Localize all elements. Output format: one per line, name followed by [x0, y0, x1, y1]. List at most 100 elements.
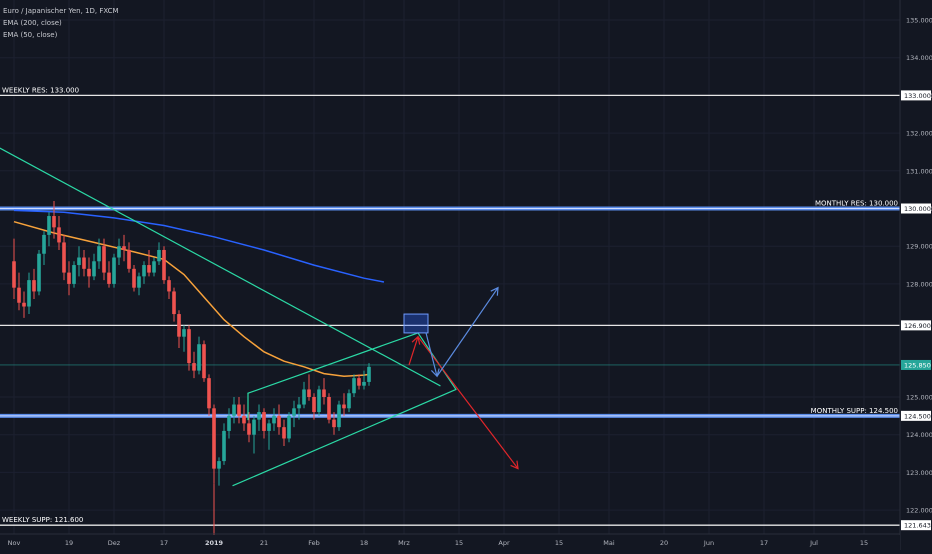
candle[interactable] [317, 385, 321, 416]
support-resistance-levels[interactable]: WEEKLY RES: 133.000 MONTHLY RES: 130.000 M… [0, 86, 900, 526]
candle[interactable] [92, 253, 96, 281]
candle[interactable] [197, 336, 201, 375]
candle[interactable] [112, 253, 116, 288]
candle[interactable] [32, 268, 36, 299]
candle[interactable] [137, 272, 141, 296]
candle[interactable] [362, 370, 366, 390]
candle[interactable] [282, 419, 286, 447]
ema200-line[interactable] [13, 209, 385, 283]
candle[interactable] [277, 404, 281, 435]
candle[interactable] [87, 257, 91, 288]
candle[interactable] [337, 400, 341, 431]
candle-body [152, 261, 156, 273]
descending-trendline[interactable] [0, 147, 441, 387]
candle[interactable] [67, 261, 71, 296]
candle[interactable] [22, 291, 26, 318]
legend-symbol[interactable]: Euro / Japanischer Yen, 1D, FXCM [3, 7, 119, 15]
candle[interactable] [127, 242, 131, 273]
candle[interactable] [267, 419, 271, 450]
candle[interactable] [177, 310, 181, 348]
candle[interactable] [47, 212, 51, 247]
candle[interactable] [302, 381, 306, 409]
candle[interactable] [142, 261, 146, 284]
candle[interactable] [72, 261, 76, 288]
candle[interactable] [167, 276, 171, 299]
candle[interactable] [307, 374, 311, 401]
candle[interactable] [212, 404, 216, 484]
triangle-lower-line[interactable] [232, 388, 457, 487]
candle[interactable] [217, 457, 221, 486]
candle[interactable] [152, 257, 156, 277]
candle[interactable] [57, 216, 61, 250]
candle[interactable] [262, 408, 266, 439]
candle[interactable] [82, 249, 86, 277]
candle-body [252, 419, 256, 435]
candle[interactable] [147, 249, 151, 277]
candle-body [72, 265, 76, 284]
candle[interactable] [207, 374, 211, 416]
candle[interactable] [272, 408, 276, 431]
candle-body [357, 378, 361, 386]
candles[interactable] [12, 200, 371, 536]
last-price-badge[interactable] [901, 359, 931, 370]
candle[interactable] [27, 272, 31, 315]
ema50-line[interactable] [13, 220, 370, 378]
candle[interactable] [187, 325, 191, 371]
projection-down-red[interactable] [417, 336, 519, 470]
projection-breakout-blue[interactable] [436, 286, 499, 377]
candle[interactable] [297, 397, 301, 420]
target-box[interactable] [403, 313, 429, 334]
candle[interactable] [52, 200, 56, 239]
candle-body [162, 249, 166, 281]
candle[interactable] [342, 393, 346, 416]
candle[interactable] [117, 238, 121, 266]
candle[interactable] [367, 363, 371, 386]
drawings[interactable] [0, 147, 519, 487]
candle[interactable] [17, 272, 21, 311]
price-axis[interactable]: 122.000 123.000 124.000 125.000 128.000 129.0… [899, 0, 932, 550]
candle[interactable] [332, 412, 336, 435]
candle[interactable] [347, 389, 351, 413]
candle[interactable] [327, 393, 331, 424]
candle[interactable] [242, 404, 246, 431]
candle[interactable] [102, 238, 106, 281]
candle[interactable] [352, 374, 356, 397]
candle[interactable] [252, 415, 256, 454]
candle[interactable] [172, 287, 176, 322]
candle[interactable] [62, 234, 66, 281]
candle[interactable] [192, 351, 196, 379]
legend-ema200[interactable]: EMA (200, close) [3, 19, 62, 27]
candle[interactable] [97, 238, 101, 269]
time-axis[interactable]: Nov 19 Dez 17 2019 21 Feb 18 Mrz 15 Apr 15 Mai 20 Jun 1… [0, 533, 900, 551]
candle[interactable] [257, 404, 261, 431]
candle[interactable] [312, 393, 316, 420]
candle[interactable] [12, 238, 16, 299]
candle[interactable] [132, 265, 136, 292]
candle[interactable] [77, 246, 81, 277]
candle[interactable] [107, 261, 111, 288]
candle[interactable] [292, 400, 296, 428]
candle[interactable] [42, 231, 46, 266]
candle[interactable] [287, 412, 291, 443]
candle[interactable] [247, 412, 251, 443]
candle[interactable] [357, 374, 361, 390]
candle[interactable] [222, 423, 226, 465]
ema50-path[interactable] [13, 220, 370, 378]
candle[interactable] [162, 246, 166, 284]
candle[interactable] [157, 242, 161, 266]
triangle-upper-line[interactable] [247, 332, 419, 394]
candle[interactable] [122, 234, 126, 262]
candle[interactable] [37, 249, 41, 296]
arrow-shaft [417, 336, 519, 469]
candle[interactable] [202, 340, 206, 382]
legend-ema50[interactable]: EMA (50, close) [3, 31, 58, 39]
candle[interactable] [227, 408, 231, 439]
candle[interactable] [237, 397, 241, 424]
ema200-path[interactable] [13, 209, 385, 283]
candle[interactable] [232, 397, 236, 424]
candle[interactable] [182, 325, 186, 352]
candle[interactable] [322, 378, 326, 405]
